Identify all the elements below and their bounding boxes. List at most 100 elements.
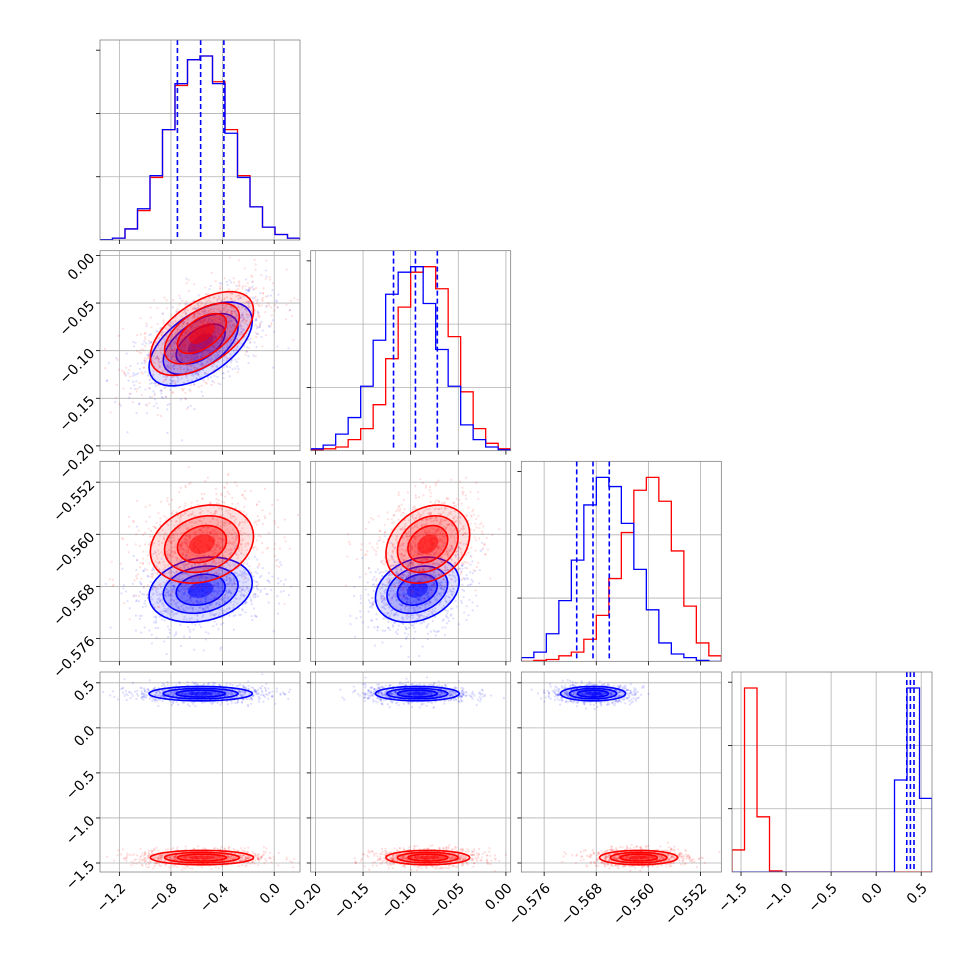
scatter-point — [229, 516, 232, 519]
scatter-point — [187, 625, 190, 629]
scatter-point — [180, 387, 183, 390]
scatter-point — [177, 606, 180, 610]
scatter-point — [277, 293, 280, 296]
scatter-point — [270, 324, 273, 327]
scatter-point — [251, 275, 254, 279]
scatter-point — [223, 355, 226, 359]
scatter-point — [467, 561, 470, 564]
scatter-point — [225, 331, 228, 334]
scatter-point — [268, 278, 272, 281]
scatter-point — [276, 306, 279, 309]
scatter-point — [162, 380, 165, 383]
scatter-point — [226, 320, 229, 323]
scatter-point — [205, 576, 208, 579]
scatter-point — [288, 309, 291, 312]
scatter-point — [182, 553, 185, 556]
scatter-point — [237, 280, 240, 283]
scatter-point — [226, 325, 229, 329]
scatter-point — [258, 326, 261, 329]
scatter-point — [159, 582, 162, 586]
scatter-point — [245, 587, 249, 591]
scatter-point — [156, 344, 160, 347]
scatter-point — [148, 362, 152, 365]
scatter-point — [162, 609, 165, 612]
scatter-point — [235, 534, 238, 537]
scatter-point — [212, 590, 216, 593]
scatter-point — [173, 360, 177, 363]
scatter-point — [218, 547, 222, 550]
scatter-point — [154, 571, 157, 575]
scatter-point — [246, 301, 249, 304]
contour-red — [176, 312, 228, 355]
scatter-point — [185, 277, 188, 280]
scatter-point — [153, 398, 157, 401]
scatter-point — [476, 604, 479, 608]
scatter-point — [188, 483, 191, 486]
scatter-point — [191, 607, 194, 610]
scatter-point — [218, 287, 222, 290]
scatter-point — [248, 568, 251, 572]
scatter-point — [173, 342, 176, 345]
scatter-point — [266, 294, 270, 298]
scatter-point — [189, 344, 192, 347]
scatter-point — [223, 312, 226, 315]
scatter-point — [157, 336, 160, 339]
scatter-point — [177, 319, 180, 322]
scatter-point — [391, 624, 395, 627]
scatter-point — [478, 582, 481, 585]
scatter-point — [162, 537, 166, 540]
scatter-point — [144, 543, 147, 546]
scatter-point — [474, 549, 477, 552]
scatter-point — [204, 308, 207, 311]
scatter-point — [204, 363, 208, 366]
scatter-point — [232, 335, 235, 339]
scatter-point — [220, 508, 223, 511]
scatter-point — [184, 537, 187, 540]
scatter-point — [157, 552, 161, 556]
scatter-point — [386, 511, 389, 514]
scatter-point — [265, 334, 268, 337]
scatter-point — [209, 284, 212, 288]
scatter-point — [155, 636, 158, 639]
scatter-point — [175, 336, 178, 339]
scatter-point — [201, 310, 204, 314]
scatter-point — [177, 351, 180, 354]
scatter-point — [138, 386, 141, 389]
scatter-point — [449, 607, 452, 610]
scatter-point — [123, 601, 126, 605]
scatter-point — [242, 316, 245, 319]
scatter-point — [199, 320, 202, 323]
scatter-point — [208, 296, 211, 299]
scatter-point — [136, 362, 140, 365]
scatter-point — [273, 330, 276, 333]
scatter-point — [182, 609, 185, 612]
scatter-point — [377, 539, 380, 542]
scatter-point — [249, 596, 252, 599]
scatter-point — [172, 585, 175, 588]
scatter-point — [206, 357, 210, 360]
scatter-point — [173, 347, 176, 350]
scatter-point — [236, 306, 239, 309]
scatter-point — [205, 300, 208, 303]
contour-blue — [162, 565, 239, 615]
scatter-point — [200, 363, 203, 366]
scatter-point — [164, 385, 167, 388]
scatter-point — [239, 295, 242, 298]
scatter-point — [193, 356, 196, 359]
scatter-point — [185, 300, 188, 303]
scatter-point — [181, 325, 184, 328]
scatter-point — [124, 590, 128, 593]
scatter-point — [211, 576, 214, 579]
scatter-point — [258, 518, 261, 521]
scatter-point — [218, 317, 221, 320]
panel-content — [100, 40, 300, 240]
scatter-point — [190, 617, 193, 620]
scatter-point — [147, 339, 151, 342]
scatter-point — [276, 306, 279, 309]
scatter-point — [136, 387, 139, 391]
scatter-point — [211, 337, 214, 340]
scatter-point — [180, 358, 183, 362]
scatter-point — [247, 300, 250, 304]
scatter-point — [207, 320, 210, 323]
scatter-point — [237, 259, 240, 262]
